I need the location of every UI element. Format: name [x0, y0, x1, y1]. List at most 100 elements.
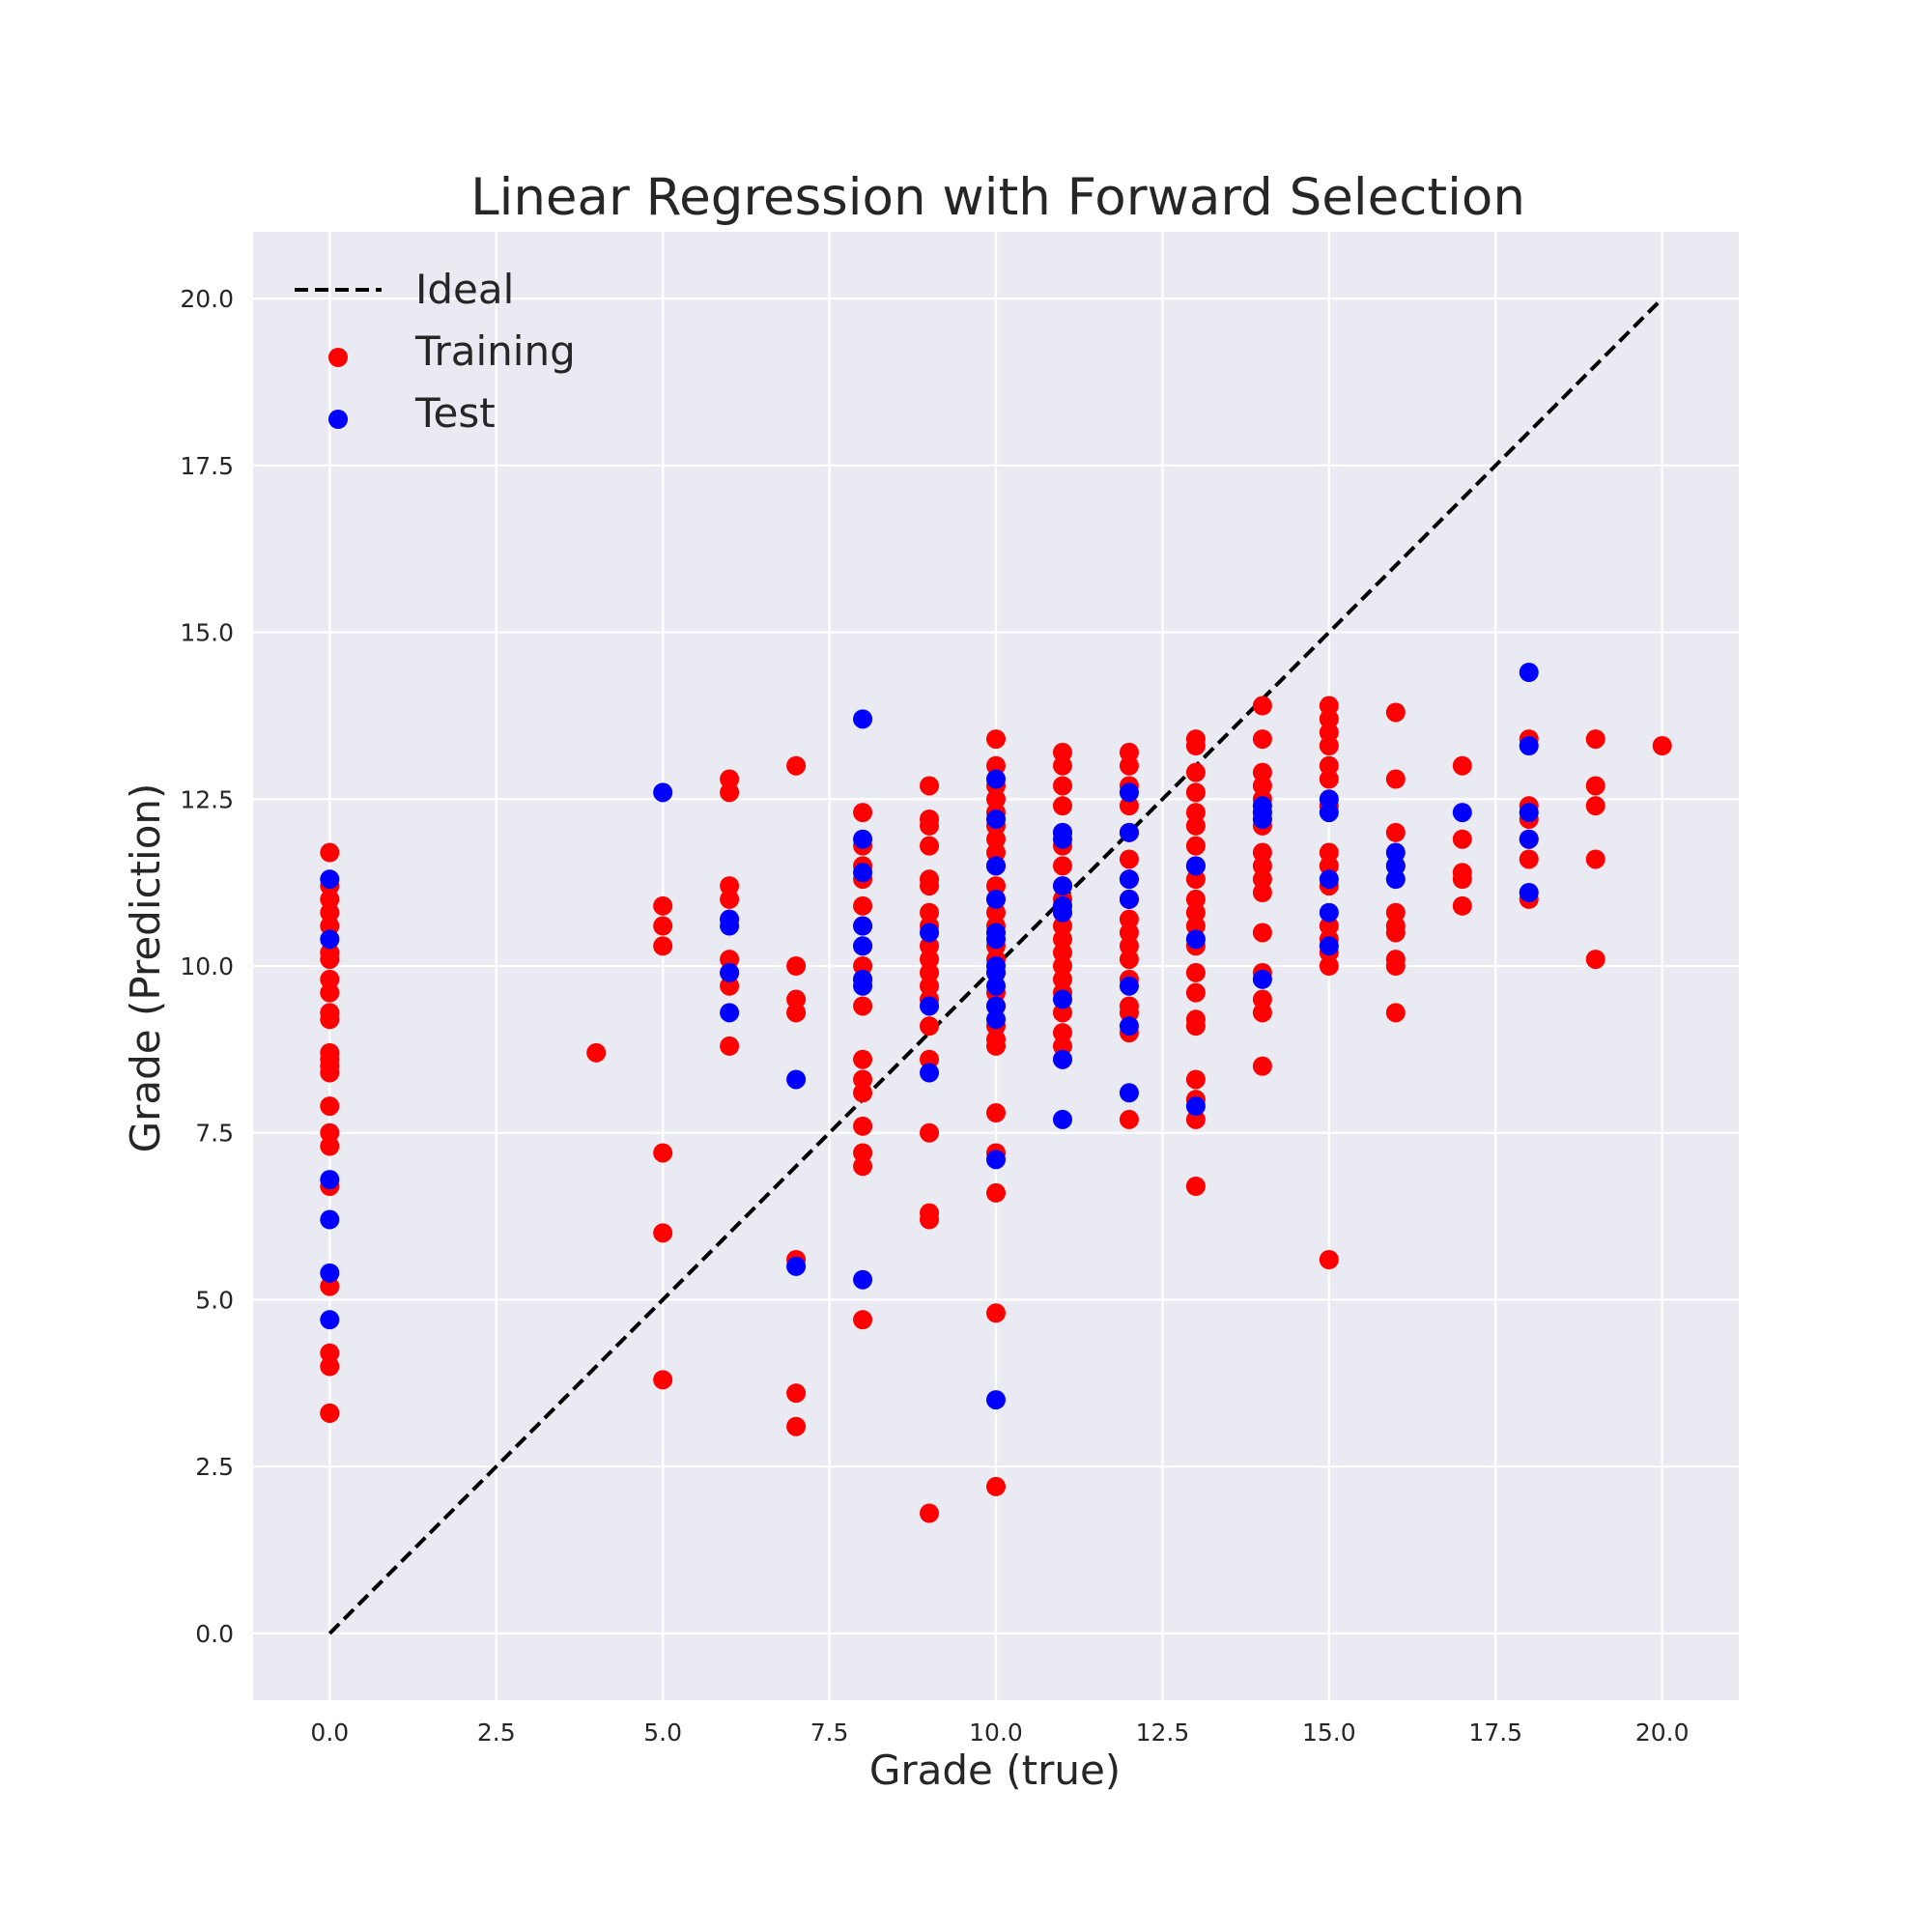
training-point	[720, 769, 740, 789]
test-point	[853, 976, 873, 996]
training-point	[320, 1343, 340, 1363]
training-point	[1052, 1036, 1072, 1056]
test-point	[920, 1063, 940, 1083]
test-point	[720, 916, 740, 936]
training-point	[1652, 736, 1672, 755]
test-point	[853, 709, 873, 729]
training-point	[1185, 916, 1206, 936]
test-point	[986, 929, 1006, 950]
test-point	[920, 923, 940, 943]
training-point	[1052, 796, 1072, 816]
training-point	[720, 782, 740, 803]
training-point	[920, 936, 940, 956]
training-point	[1252, 923, 1272, 943]
training-point	[920, 1122, 940, 1143]
training-point	[1185, 836, 1206, 856]
training-point	[320, 1122, 340, 1143]
test-point	[1119, 889, 1139, 909]
training-point	[653, 1370, 673, 1390]
training-point	[320, 1356, 340, 1377]
training-point	[320, 1009, 340, 1030]
test-point	[986, 976, 1006, 996]
training-point	[853, 1049, 873, 1069]
test-point	[1519, 803, 1539, 823]
test-point	[853, 916, 873, 936]
y-axis-label: Grade (Prediction)	[122, 783, 169, 1153]
test-point	[986, 1390, 1006, 1410]
training-point	[1185, 815, 1206, 836]
training-point	[320, 889, 340, 909]
training-point	[1052, 856, 1072, 876]
training-point	[1585, 950, 1605, 970]
training-point	[1452, 895, 1472, 916]
training-point	[1119, 950, 1139, 970]
training-point	[1119, 1003, 1139, 1023]
test-point	[1052, 1109, 1072, 1129]
test-point	[1052, 876, 1072, 896]
training-point	[1385, 902, 1406, 923]
training-point	[1185, 962, 1206, 982]
training-point	[853, 803, 873, 823]
training-point	[786, 755, 807, 776]
training-point	[920, 1209, 940, 1230]
training-point	[1252, 856, 1272, 876]
training-point	[920, 976, 940, 996]
training-point	[653, 916, 673, 936]
test-point	[853, 863, 873, 883]
y-tick-label: 5.0	[195, 1286, 234, 1314]
test-point	[1119, 869, 1139, 890]
training-point	[1252, 869, 1272, 890]
y-tick-label: 2.5	[195, 1453, 234, 1481]
test-point	[1052, 989, 1072, 1009]
y-tick-labels: 0.0 2.5 5.0 7.5 10.0 12.5 15.0 17.5 20.0	[180, 285, 234, 1648]
test-point	[853, 1269, 873, 1290]
training-point	[986, 1036, 1006, 1056]
test-point	[1519, 736, 1539, 755]
training-point	[1119, 923, 1139, 943]
test-point	[986, 889, 1006, 909]
legend-dot-marker	[328, 410, 348, 429]
legend-label: Test	[414, 389, 496, 437]
test-series	[320, 663, 1539, 1410]
test-point	[1119, 1083, 1139, 1103]
training-point	[1519, 849, 1539, 869]
test-point	[986, 1150, 1006, 1170]
test-point	[1385, 869, 1406, 890]
training-point	[1385, 769, 1406, 789]
training-point	[320, 1276, 340, 1296]
chart-title: Linear Regression with Forward Selection	[470, 168, 1525, 227]
training-point	[1052, 916, 1072, 936]
training-point	[320, 1096, 340, 1117]
test-point	[1319, 803, 1339, 823]
training-point	[1452, 869, 1472, 890]
training-point	[320, 902, 340, 923]
test-point	[1385, 842, 1406, 863]
training-point	[853, 1310, 873, 1330]
training-point	[1185, 736, 1206, 755]
training-point	[853, 1083, 873, 1103]
training-point	[986, 829, 1006, 849]
test-point	[1185, 856, 1206, 876]
training-point	[1119, 796, 1139, 816]
training-point	[1252, 762, 1272, 782]
training-point	[1185, 762, 1206, 782]
training-point	[1052, 929, 1072, 950]
training-point	[653, 1143, 673, 1163]
training-point	[720, 976, 740, 996]
test-point	[1519, 883, 1539, 902]
x-tick-label: 20.0	[1635, 1719, 1690, 1747]
training-point	[586, 1042, 607, 1063]
test-point	[1319, 902, 1339, 923]
test-point	[1252, 810, 1272, 829]
x-tick-label: 10.0	[969, 1719, 1023, 1747]
training-point	[786, 956, 807, 976]
test-point	[986, 769, 1006, 789]
legend: Ideal Training Test	[295, 266, 576, 437]
test-point	[1319, 936, 1339, 956]
training-point	[853, 956, 873, 976]
x-tick-label: 2.5	[477, 1719, 516, 1747]
training-point	[1252, 776, 1272, 796]
training-point	[1385, 923, 1406, 943]
training-point	[320, 982, 340, 1003]
